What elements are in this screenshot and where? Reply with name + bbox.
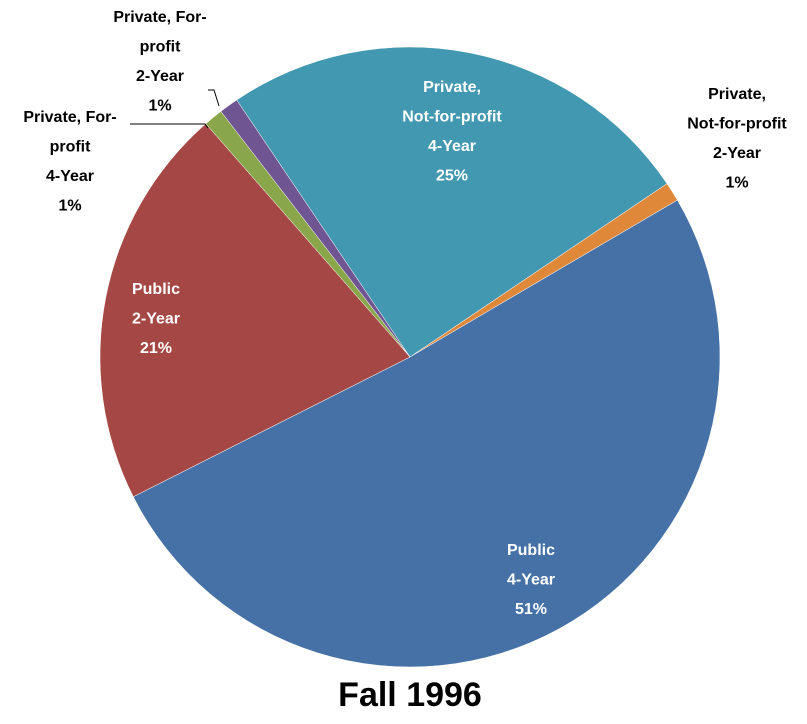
slice-label: Private, bbox=[423, 79, 481, 96]
slice-label: Private, For- bbox=[113, 9, 206, 26]
slice-label: 2-Year bbox=[713, 145, 761, 162]
slice-label: Private, For- bbox=[23, 109, 116, 126]
slice-label: 4-Year bbox=[428, 138, 476, 155]
leader-line bbox=[130, 123, 209, 129]
slice-label: profit bbox=[140, 39, 182, 56]
value-label: 25% bbox=[436, 168, 468, 185]
slice-label: 2-Year bbox=[132, 311, 180, 328]
slice-label: Private, bbox=[708, 86, 766, 103]
value-label: 1% bbox=[148, 98, 171, 115]
slice-label: 4-Year bbox=[507, 572, 555, 589]
slice-label: profit bbox=[50, 139, 92, 156]
pie-slice bbox=[99, 123, 411, 498]
slice-label: Not-for-profit bbox=[402, 109, 502, 126]
value-label: 21% bbox=[140, 340, 172, 357]
pie-slice bbox=[236, 46, 668, 358]
pie-slice bbox=[132, 199, 721, 668]
slice-label: Public bbox=[507, 542, 555, 559]
value-label: 1% bbox=[725, 175, 748, 192]
slice-label: 4-Year bbox=[46, 168, 94, 185]
leader-line bbox=[208, 89, 220, 107]
slice-label: Not-for-profit bbox=[687, 116, 787, 133]
chart-title: Fall 1996 bbox=[338, 676, 482, 714]
slice-label: 2-Year bbox=[136, 68, 184, 85]
slice-label: Public bbox=[132, 281, 180, 298]
pie-slice bbox=[220, 99, 411, 358]
value-label: 1% bbox=[58, 198, 81, 215]
value-label: 51% bbox=[515, 601, 547, 618]
